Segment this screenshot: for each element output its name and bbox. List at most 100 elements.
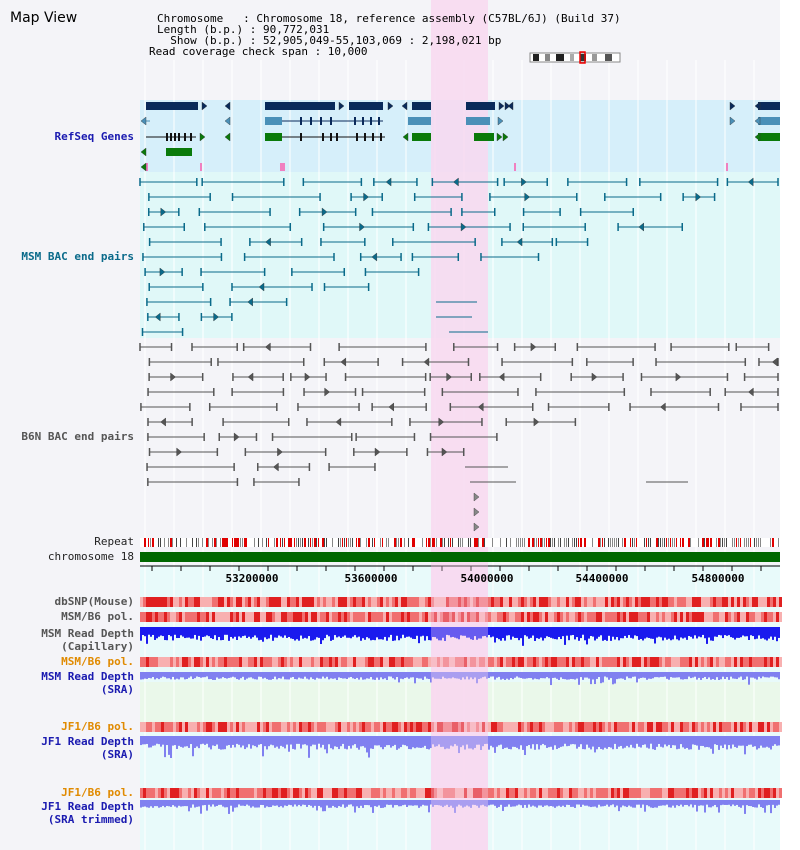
jf1-b6-pol-2-heat [188,788,191,798]
msm-b6-pol-heat [239,612,242,622]
jf1-read-depth-sra [386,736,388,746]
strand-arrow [160,207,167,217]
jf1-read-depth-trim [398,800,400,807]
msm-read-depth-sra [310,672,312,678]
msm-read-depth-cap [402,627,404,635]
msm-read-depth-cap [522,627,524,646]
jf1-read-depth-trim [734,800,736,806]
msm-read-depth-cap [184,627,186,639]
msm-b6-pol-2-heat [167,657,170,667]
jf1-read-depth-trim [224,800,226,808]
jf1-read-depth-sra [268,736,270,747]
jf1-read-depth-trim [196,800,198,807]
jf1-read-depth-trim [650,800,652,808]
msm-read-depth-cap [416,627,418,636]
msm-read-depth-sra [556,672,558,679]
jf1-read-depth-trim [316,800,318,811]
track-label-jf1-b6-pol[interactable]: JF1/B6 pol. [61,720,134,733]
msm-b6-pol-2-heat [191,657,194,667]
msm-b6-pol-heat [503,612,506,622]
msm-b6-pol-2-heat [764,657,767,667]
track-label-jf1-depth-sra[interactable]: JF1 Read Depth [41,735,134,748]
jf1-b6-pol-heat [491,722,494,732]
dbsnp-heat [644,597,647,607]
msm-read-depth-sra [210,672,212,680]
jf1-b6-pol-heat [302,722,305,732]
msm-read-depth-cap [774,627,776,637]
msm-b6-pol-2-heat [332,657,335,667]
msm-b6-pol-heat [758,612,761,622]
msm-read-depth-cap [458,627,460,640]
track-label-refseq[interactable]: RefSeq Genes [54,130,134,143]
msm-read-depth-sra [602,672,604,683]
jf1-b6-pol-heat [452,722,455,732]
jf1-read-depth-sra [658,736,660,744]
strand-arrow [247,297,253,307]
msm-read-depth-sra [238,672,240,680]
ideogram-band [533,54,539,61]
jf1-read-depth-sra [452,736,454,747]
jf1-read-depth-sra [456,736,458,746]
dbsnp-heat [605,597,608,607]
jf1-read-depth-trim [166,800,168,806]
msm-read-depth-cap [358,627,360,637]
dbsnp-heat [299,597,302,607]
msm-b6-pol-2-heat [503,657,506,667]
track-label-msm-b6-pol[interactable]: MSM/B6 pol. [61,610,134,623]
track-label-msm-depth-cap[interactable]: MSM Read Depth [41,627,134,640]
msm-read-depth-sra [398,672,400,683]
msm-read-depth-sra [368,672,370,679]
msm-b6-pol-heat [626,612,629,622]
msm-b6-pol-heat [725,612,728,622]
msm-b6-pol-heat [410,612,413,622]
jf1-b6-pol-2-heat [359,788,362,798]
track-label-b6n-bac[interactable]: B6N BAC end pairs [21,430,134,443]
jf1-b6-pol-2-heat [329,788,332,798]
msm-read-depth-sra [176,672,178,679]
msm-read-depth-cap [316,627,318,638]
strand-arrow [140,147,147,157]
track-label-repeat[interactable]: Repeat [94,535,134,548]
jf1-b6-pol-heat [458,722,461,732]
dbsnp-heat [347,597,350,607]
track-label-msm-b6-pol-2[interactable]: MSM/B6 pol. [61,655,134,668]
repeat-element [284,538,285,547]
track-label-msm-depth-sra[interactable]: MSM Read Depth [41,670,134,683]
dbsnp-heat [662,597,665,607]
msm-read-depth-cap [226,627,228,635]
msm-b6-pol-2-heat [257,657,260,667]
jf1-read-depth-trim [350,800,352,805]
msm-b6-pol-2-heat [383,657,386,667]
track-label-jf1-depth-trim[interactable]: JF1 Read Depth [41,800,134,813]
dbsnp-heat [767,597,770,607]
msm-b6-pol-2-heat [398,657,401,667]
repeat-element [770,538,771,547]
dbsnp-heat [551,597,554,607]
track-label-jf1-b6-pol-2[interactable]: JF1/B6 pol. [61,786,134,799]
refseq-exon [184,133,186,141]
jf1-b6-pol-heat [737,722,740,732]
strand-arrow [729,116,736,126]
dbsnp-heat [431,597,434,607]
track-label-dbsnp[interactable]: dbSNP(Mouse) [54,595,134,608]
repeat-element [426,538,427,547]
jf1-read-depth-sra [314,736,316,745]
msm-b6-pol-2-heat [653,657,656,667]
jf1-read-depth-sra [260,736,262,745]
msm-b6-pol-2-heat [677,657,680,667]
msm-read-depth-cap [610,627,612,641]
msm-read-depth-sra [404,672,406,679]
msm-read-depth-cap [454,627,456,638]
msm-read-depth-sra [330,672,332,679]
msm-b6-pol-2-heat [701,657,704,667]
msm-read-depth-sra [562,672,564,679]
dbsnp-heat [389,597,392,607]
msm-read-depth-cap [646,627,648,638]
track-label-msm-bac[interactable]: MSM BAC end pairs [21,250,134,263]
jf1-read-depth-trim [624,800,626,807]
repeat-element [732,538,733,547]
jf1-b6-pol-2-heat [611,788,614,798]
jf1-read-depth-trim [460,800,462,806]
msm-read-depth-sra [744,672,746,680]
